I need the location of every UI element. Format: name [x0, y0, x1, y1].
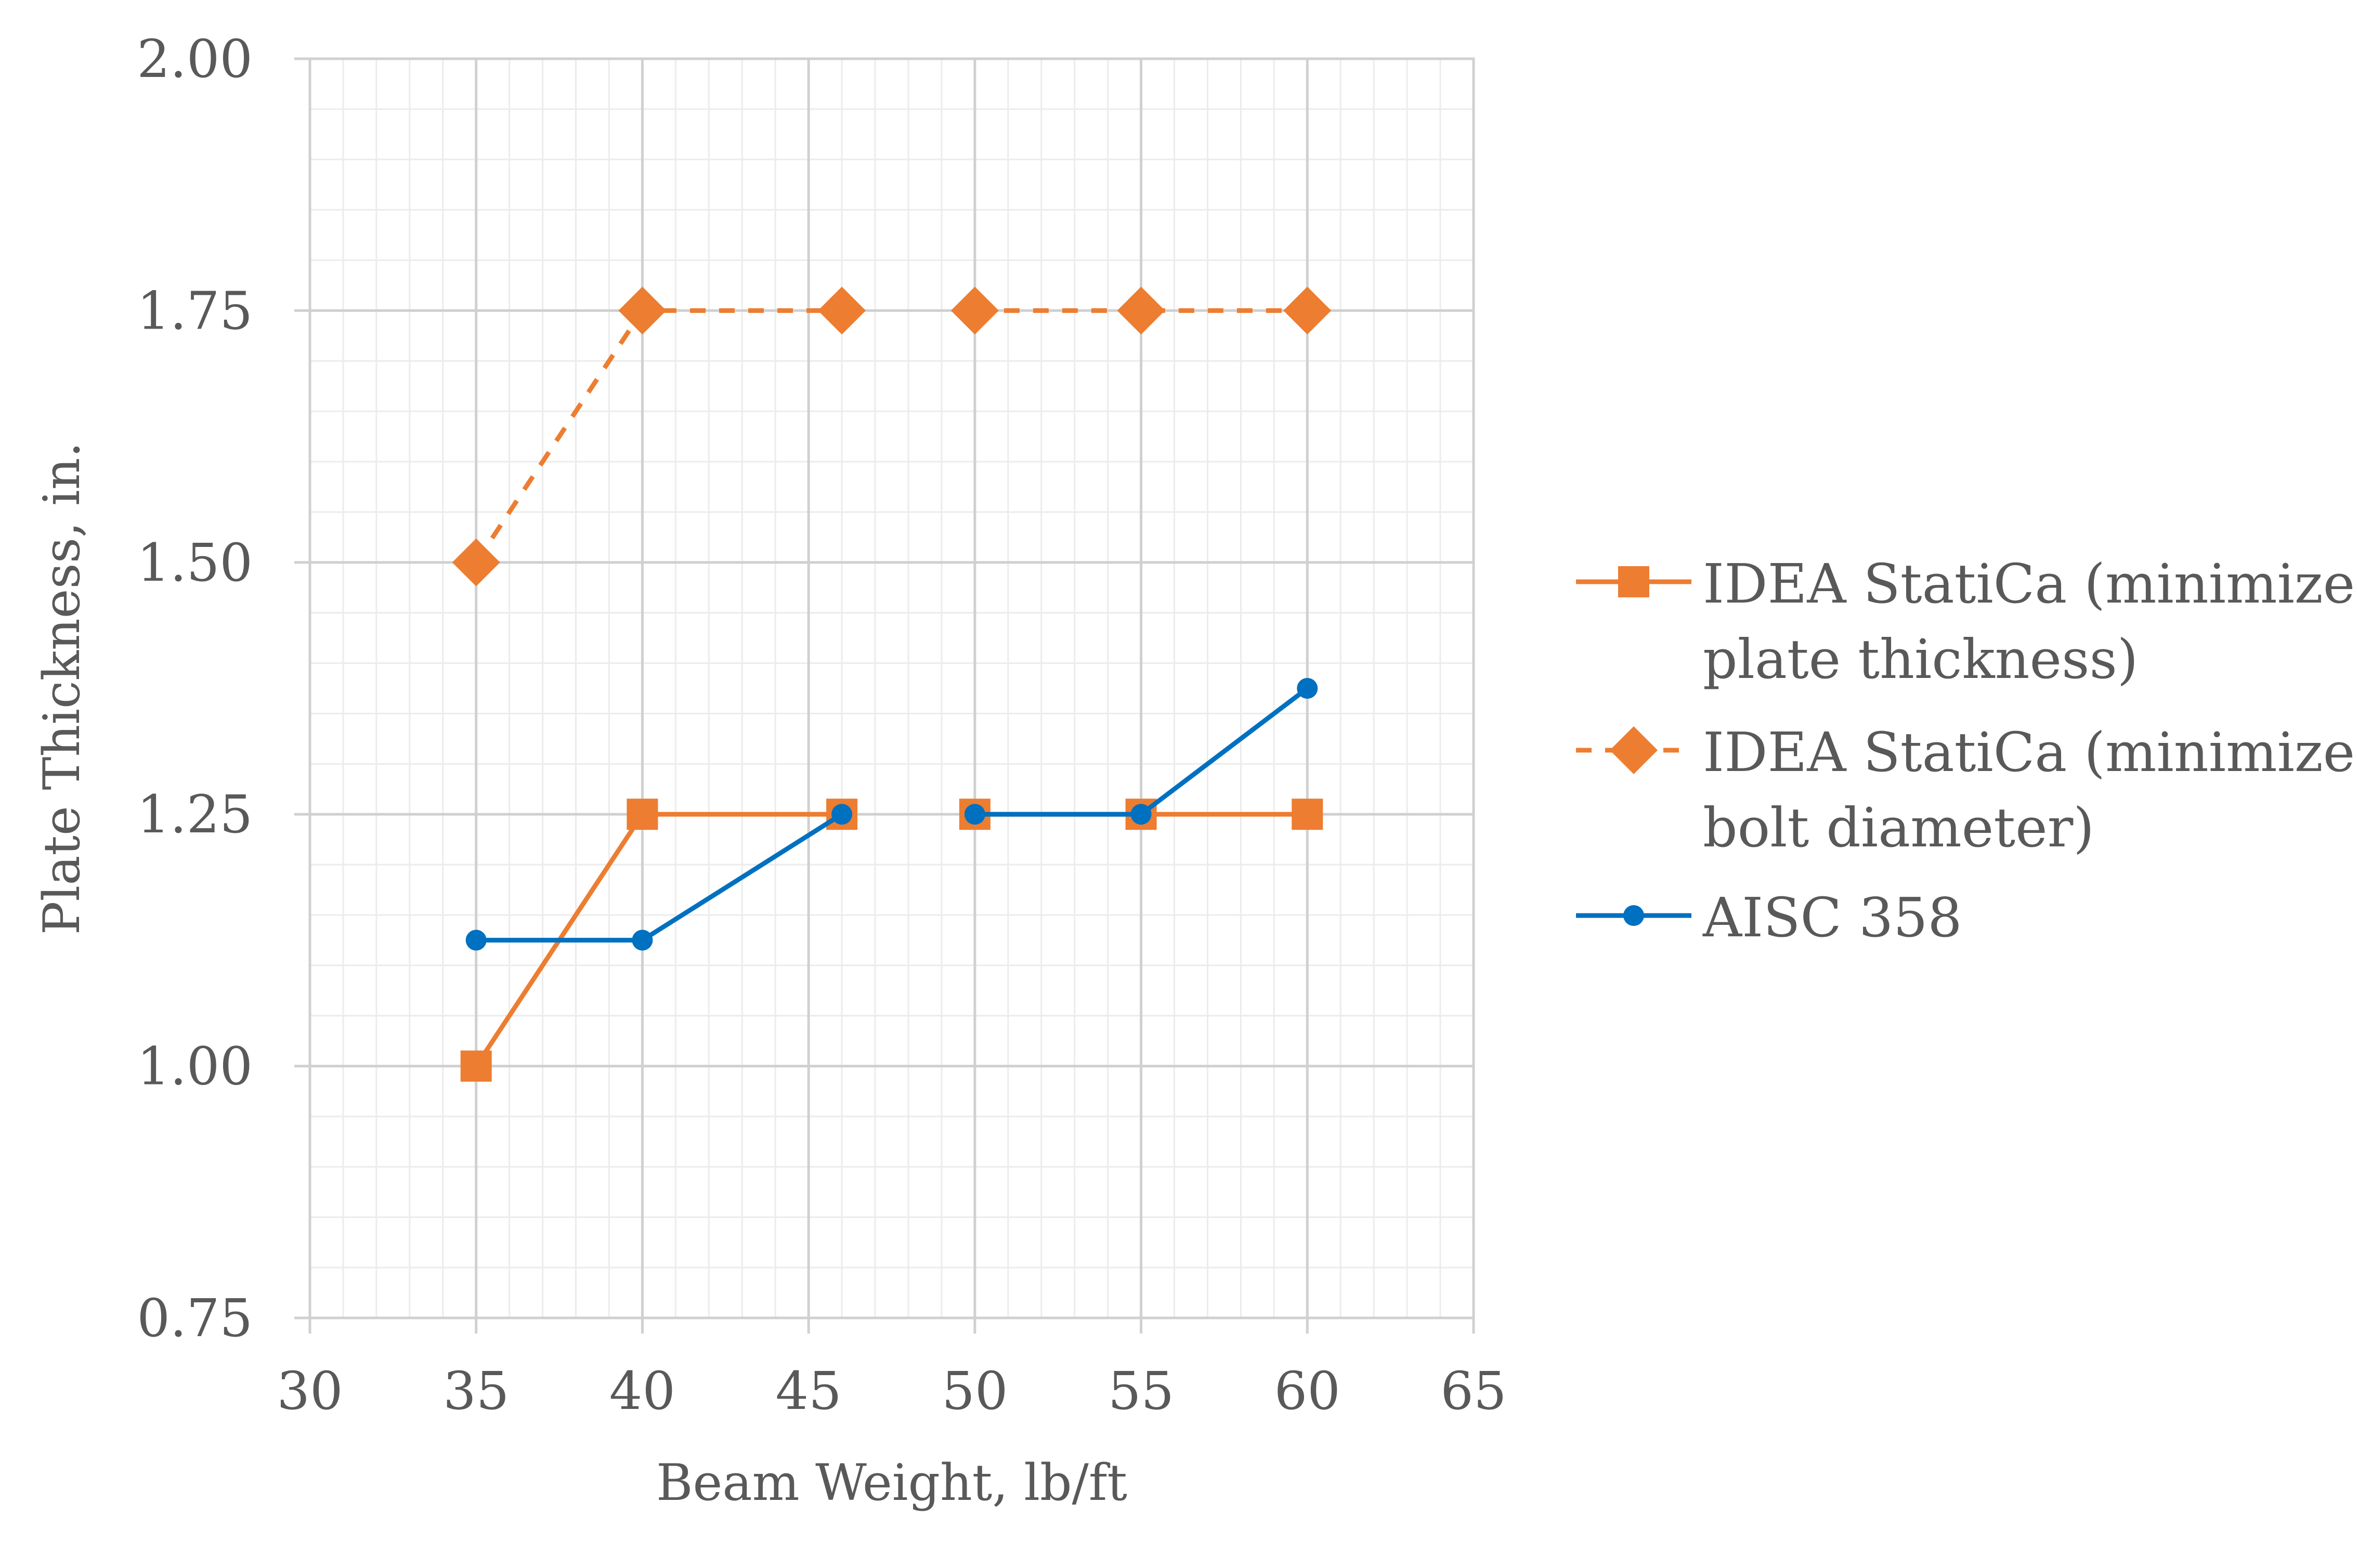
data-point — [1117, 286, 1165, 335]
legend-swatch-marker — [1618, 566, 1649, 597]
legend-label: plate thickness) — [1703, 628, 2138, 691]
data-point — [1297, 678, 1318, 699]
legend-swatch-marker — [1610, 726, 1658, 774]
data-point — [831, 804, 853, 825]
y-tick-label: 1.25 — [137, 784, 253, 845]
data-point — [1130, 804, 1152, 825]
x-tick-label: 55 — [1108, 1361, 1174, 1421]
data-point — [818, 286, 866, 335]
data-point — [460, 1050, 492, 1082]
x-axis-title: Beam Weight, lb/ft — [656, 1454, 1127, 1512]
legend-label: IDEA StatiCa (minimize — [1703, 552, 2355, 616]
plot-area-border — [308, 57, 1475, 1319]
data-point — [964, 804, 985, 825]
legend-label: IDEA StatiCa (minimize — [1703, 721, 2355, 784]
legend-label: bolt diameter) — [1703, 796, 2094, 859]
x-tick-label: 50 — [942, 1361, 1008, 1421]
y-axis-title: Plate Thickness, in. — [33, 442, 91, 935]
y-axis-tick-labels: 0.75 1.00 1.25 1.50 1.75 2.00 — [137, 29, 253, 1349]
data-point — [632, 930, 653, 951]
x-tick-label: 40 — [609, 1361, 675, 1421]
legend-entry-1: IDEA StatiCa (minimize plate thickness) — [1576, 552, 2355, 691]
plot-area — [308, 57, 1475, 1319]
data-point — [627, 799, 658, 830]
data-point — [1292, 799, 1323, 830]
legend-entry-2: IDEA StatiCa (minimize bolt diameter) — [1576, 721, 2355, 859]
legend-swatch-marker — [1623, 905, 1644, 926]
series-layer — [452, 286, 1332, 1082]
x-tick-label: 35 — [443, 1361, 509, 1421]
x-tick-label: 30 — [277, 1361, 343, 1421]
series-3 — [465, 678, 1318, 951]
data-point — [950, 286, 999, 335]
legend-entry-3: AISC 358 — [1576, 886, 1962, 949]
y-tick-label: 0.75 — [137, 1288, 253, 1349]
y-tick-label: 1.50 — [137, 532, 253, 593]
x-axis-tick-labels: 30 35 40 45 50 55 60 65 — [277, 1361, 1506, 1421]
x-tick-label: 60 — [1274, 1361, 1340, 1421]
data-point — [1283, 286, 1332, 335]
data-point — [618, 286, 667, 335]
y-tick-label: 1.75 — [137, 280, 253, 341]
x-tick-label: 65 — [1440, 1361, 1506, 1421]
x-tick-label: 45 — [776, 1361, 842, 1421]
legend-label: AISC 358 — [1702, 886, 1962, 949]
y-tick-label: 2.00 — [137, 29, 253, 89]
y-tick-label: 1.00 — [137, 1036, 253, 1097]
minor-gridlines — [310, 59, 1474, 1318]
series-2 — [452, 286, 1332, 586]
data-point — [465, 930, 487, 951]
data-point — [452, 538, 500, 586]
